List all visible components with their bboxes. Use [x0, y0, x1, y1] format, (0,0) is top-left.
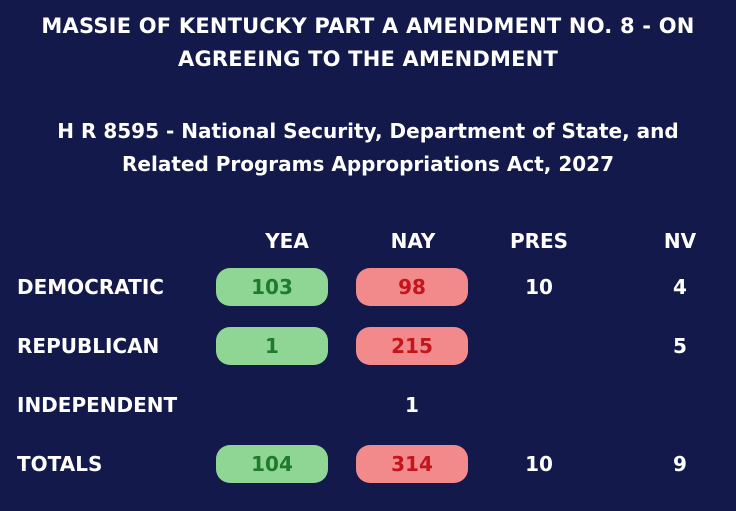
row-label-totals: TOTALS — [17, 452, 103, 476]
republican-nay-value: 215 — [356, 327, 468, 365]
vote-title-line1: MASSIE OF KENTUCKY PART A AMENDMENT NO. … — [41, 14, 695, 38]
totals-pres-value: 10 — [525, 452, 553, 476]
totals-nay-value: 314 — [356, 445, 468, 483]
column-header-nv: NV — [663, 229, 697, 253]
democratic-yea-value: 103 — [216, 268, 328, 306]
republican-nv-value: 5 — [673, 334, 687, 358]
bill-title-line1: H R 8595 - National Security, Department… — [57, 119, 679, 143]
row-label-independent: INDEPENDENT — [17, 393, 178, 417]
bill-title-line2: Related Programs Appropriations Act, 202… — [122, 152, 614, 176]
independent-nay-value: 1 — [405, 393, 419, 417]
democratic-nv-value: 4 — [673, 275, 687, 299]
democratic-nay-value: 98 — [356, 268, 468, 306]
democratic-pres-value: 10 — [525, 275, 553, 299]
bill-title: H R 8595 - National Security, Department… — [0, 115, 736, 181]
republican-yea-value: 1 — [216, 327, 328, 365]
totals-nv-value: 9 — [673, 452, 687, 476]
vote-title-line2: AGREEING TO THE AMENDMENT — [178, 47, 558, 71]
vote-title: MASSIE OF KENTUCKY PART A AMENDMENT NO. … — [0, 10, 736, 76]
row-label-republican: REPUBLICAN — [17, 334, 160, 358]
column-header-nay: NAY — [390, 229, 436, 253]
row-label-democratic: DEMOCRATIC — [17, 275, 164, 299]
column-header-pres: PRES — [509, 229, 569, 253]
column-header-yea: YEA — [265, 229, 309, 253]
totals-yea-value: 104 — [216, 445, 328, 483]
